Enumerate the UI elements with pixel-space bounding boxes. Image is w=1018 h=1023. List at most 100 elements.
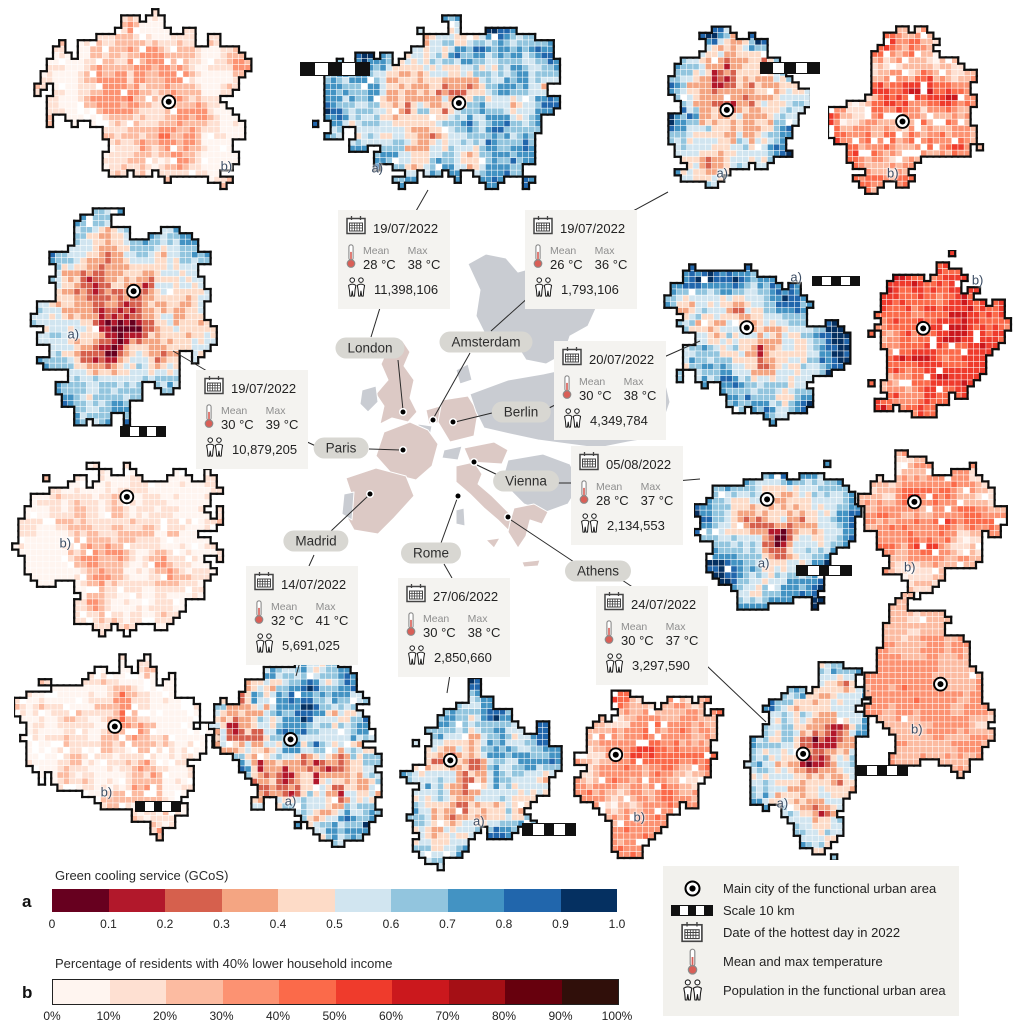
calendar-icon xyxy=(533,216,553,240)
hottest-day-row: 14/07/2022 xyxy=(254,572,348,596)
colorbar-tick: 60% xyxy=(378,1009,404,1023)
fua-map-athens-income: b) xyxy=(852,592,1010,788)
country-austria xyxy=(463,441,509,465)
population-row: 11,398,106 xyxy=(346,277,440,302)
colorbar-tick: 0.5 xyxy=(326,917,343,931)
max-label: Max xyxy=(640,481,661,493)
callout-rome: 27/06/2022 Mean Max 30 °C 38 °C 2,850,660 xyxy=(398,578,511,677)
max-temp: 38 °C xyxy=(407,257,441,272)
mean-temp: 28 °C xyxy=(596,493,629,508)
scale-bar-10km xyxy=(796,565,852,576)
max-temp: 41 °C xyxy=(315,613,349,628)
colorbar-segment xyxy=(279,980,336,1004)
panel-label: b) xyxy=(971,272,984,288)
city-dot-berlin xyxy=(450,419,456,425)
map-canvas-berlin-income xyxy=(856,250,1016,428)
colorbar-segment xyxy=(165,889,222,912)
calendar-icon xyxy=(579,452,599,476)
thermometer-icon xyxy=(204,403,214,434)
country-france xyxy=(375,421,439,481)
city-dot-rome xyxy=(455,493,461,499)
calendar-icon xyxy=(204,376,224,400)
thermometer-icon xyxy=(562,374,572,405)
thermometer-icon xyxy=(406,611,416,642)
mean-label: Mean xyxy=(363,245,390,257)
colorbar-tick: 0.8 xyxy=(495,917,513,931)
scale-bar-10km xyxy=(856,765,908,776)
mean-temp: 30 °C xyxy=(423,625,456,640)
colorbar-tick: 100% xyxy=(601,1009,633,1023)
hottest-day-row: 19/07/2022 xyxy=(346,216,440,240)
panel-label: b) xyxy=(633,809,646,825)
mean-temp: 28 °C xyxy=(363,257,396,272)
population-icon xyxy=(604,653,625,678)
gcos-legend-title: Green cooling service (GCoS) xyxy=(55,868,229,883)
thermometer-icon xyxy=(604,619,614,650)
map-canvas-vienna-income xyxy=(852,438,1008,606)
max-temp: 36 °C xyxy=(594,257,628,272)
legend-row-date: Date of the hottest day in 2022 xyxy=(671,922,951,943)
hottest-date: 05/08/2022 xyxy=(606,456,672,472)
city-dot-vienna xyxy=(471,459,477,465)
colorbar-segment xyxy=(561,980,618,1004)
colorbar-tick: 80% xyxy=(491,1009,517,1023)
connector-line xyxy=(308,554,315,567)
map-canvas-london-income xyxy=(22,3,284,193)
panel-label: b) xyxy=(100,784,113,800)
calendar-icon xyxy=(346,216,366,240)
mean-label: Mean xyxy=(621,621,648,633)
city-dot-amsterdam xyxy=(430,417,436,423)
legend-label: Date of the hottest day in 2022 xyxy=(723,925,901,940)
fua-map-vienna-gcos: a) xyxy=(694,436,864,634)
callout-paris: 19/07/2022 Mean Max 30 °C 39 °C 10,879,205 xyxy=(196,370,309,469)
city-dot-madrid xyxy=(367,491,373,497)
temperature-row: Mean Max 30 °C 37 °C xyxy=(604,619,698,650)
temperature-row: Mean Max 30 °C 38 °C xyxy=(562,374,656,405)
colorbar-tick: 20% xyxy=(152,1009,178,1023)
colorbar-segment xyxy=(166,980,223,1004)
max-temp: 37 °C xyxy=(665,633,699,648)
callout-madrid: 14/07/2022 Mean Max 32 °C 41 °C 5,691,025 xyxy=(246,566,359,665)
max-label: Max xyxy=(665,621,686,633)
colorbar-tick: 1.0 xyxy=(608,917,626,931)
colorbar-tick: 0.9 xyxy=(552,917,569,931)
calendar-icon xyxy=(406,584,426,608)
fua-map-amsterdam-income: b) xyxy=(828,14,990,206)
population-icon xyxy=(533,277,554,302)
colorbar-tick: 0.4 xyxy=(269,917,287,931)
temperature-row: Mean Max 26 °C 36 °C xyxy=(533,243,627,274)
income-legend-title: Percentage of residents with 40% lower h… xyxy=(55,956,393,971)
population-row: 2,850,660 xyxy=(406,645,500,670)
hottest-day-row: 24/07/2022 xyxy=(604,592,698,616)
mean-label: Mean xyxy=(550,245,577,257)
legend-label: Mean and max temperature xyxy=(723,953,883,969)
population-value: 3,297,590 xyxy=(632,658,690,673)
mean-temp: 30 °C xyxy=(221,417,254,432)
city-label-pill-vienna: Vienna xyxy=(493,470,559,492)
max-label: Max xyxy=(467,613,488,625)
scale-bar-10km xyxy=(135,801,181,812)
panel-label: a) xyxy=(371,160,384,176)
fua-map-berlin-income: b) xyxy=(856,250,1016,428)
population-value: 4,349,784 xyxy=(590,413,648,428)
map-canvas-athens-income xyxy=(852,592,1010,788)
panel-label: a) xyxy=(284,793,297,809)
panel-label: a) xyxy=(790,269,802,285)
scale-bar-10km xyxy=(120,426,166,437)
colorbar-segment xyxy=(448,980,505,1004)
population-icon xyxy=(346,277,367,302)
population-row: 5,691,025 xyxy=(254,633,348,658)
island-sardinia xyxy=(455,507,466,527)
colorbar-tick: 0 xyxy=(48,917,56,931)
population-value: 11,398,106 xyxy=(374,282,439,297)
city-label-pill-rome: Rome xyxy=(400,542,462,564)
colorbar-tick: 0.3 xyxy=(213,917,230,931)
mean-label: Mean xyxy=(423,613,450,625)
colorbar-segment xyxy=(109,980,166,1004)
max-label: Max xyxy=(315,601,336,613)
callout-berlin: 20/07/2022 Mean Max 30 °C 38 °C 4,349,784 xyxy=(554,341,667,440)
legend-label: Population in the functional urban area xyxy=(723,982,946,998)
population-value: 2,134,553 xyxy=(607,518,665,533)
hottest-date: 14/07/2022 xyxy=(281,576,347,592)
